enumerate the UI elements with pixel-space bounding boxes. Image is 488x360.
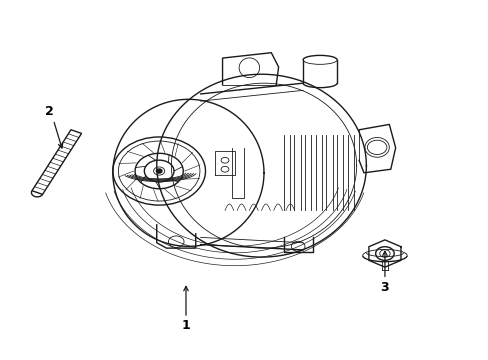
Text: 3: 3: [380, 281, 388, 294]
Text: 2: 2: [45, 105, 54, 118]
Circle shape: [156, 169, 162, 173]
Text: 1: 1: [181, 319, 190, 332]
